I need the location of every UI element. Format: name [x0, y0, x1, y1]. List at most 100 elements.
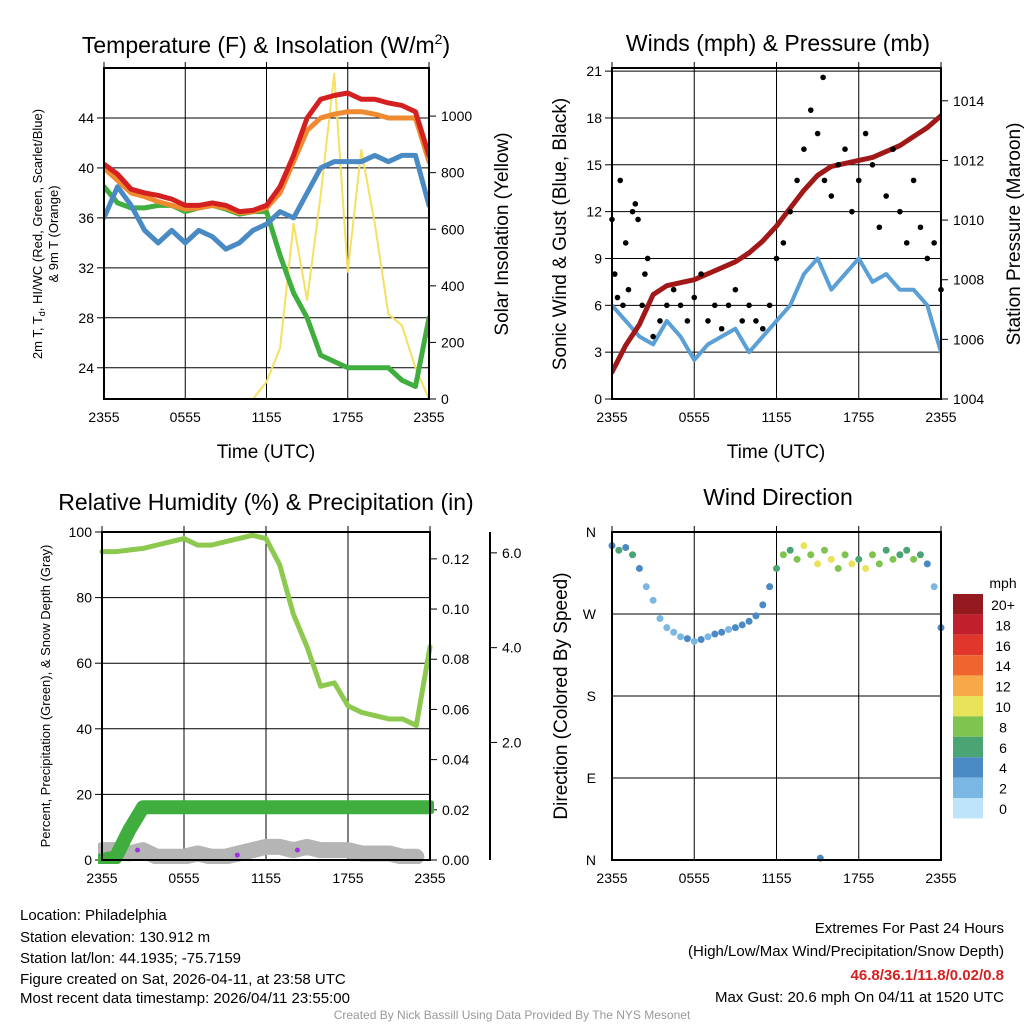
x-tick-label: 2355 — [596, 409, 627, 425]
x-tick-label: 1755 — [332, 870, 363, 886]
wind-direction-point — [718, 628, 726, 636]
wind-direction-point — [615, 546, 623, 554]
pressure-axis-tick-label: 1004 — [953, 391, 984, 407]
x-tick-label: 2355 — [596, 870, 627, 886]
series-hi-wc-line — [104, 90, 429, 215]
y-tick-label: 6 — [594, 297, 602, 313]
precip-axis-tick-label: 0.04 — [442, 752, 469, 768]
plot-border — [103, 67, 430, 400]
precipitation-line — [98, 800, 434, 864]
x-tick-label: 1755 — [843, 870, 874, 886]
extremes-subtitle: (High/Low/Max Wind/Precipitation/Snow De… — [688, 943, 1004, 960]
gust-point — [718, 325, 725, 332]
temperature-plot: 2355 0555 1155 1755 2355 24 28 32 36 40 44 0 200 400 6… — [78, 62, 472, 425]
y-tick-label: 3 — [594, 344, 602, 360]
gust-point — [849, 208, 855, 215]
wind-direction-point — [800, 542, 808, 550]
y-tick-label: 24 — [78, 360, 94, 376]
legend-swatch — [953, 655, 983, 676]
legend-swatch — [953, 696, 983, 717]
x-tick-label: 2355 — [925, 870, 956, 886]
gust-point — [650, 333, 656, 340]
wind-direction-point — [868, 551, 876, 559]
winds-y-axis-label: Sonic Wind & Gust (Blue, Black) — [550, 98, 571, 370]
series-scarlet-blue-line — [104, 152, 429, 252]
y-tick-label: 40 — [76, 721, 92, 737]
x-tick-label: 2355 — [413, 409, 444, 425]
gust-point — [725, 302, 732, 309]
pressure-y-axis-label: Station Pressure (Maroon) — [1004, 123, 1024, 346]
gust-point — [780, 240, 787, 246]
x-tick-label: 1155 — [761, 870, 791, 886]
latlon-text: Station lat/lon: 44.1935; -75.7159 — [20, 950, 241, 967]
y-tick-label: 15 — [586, 157, 602, 173]
y-tick-label: 44 — [78, 110, 94, 126]
gust-point — [677, 302, 684, 309]
x-tick-label: 2355 — [88, 409, 119, 425]
wind-direction-point — [752, 612, 760, 620]
precip-axis-tick-label: 0.12 — [442, 551, 469, 567]
gust-point — [635, 216, 641, 223]
legend-swatch — [953, 594, 983, 615]
gust-point — [869, 162, 876, 168]
insolation-axis-tick-label: 400 — [441, 278, 465, 294]
x-tick-label: 1155 — [761, 409, 791, 425]
y-tick-label: 60 — [76, 655, 92, 671]
wind-direction-point — [766, 583, 774, 591]
legend-label: 16 — [995, 638, 1011, 654]
pressure-axis-tick-label: 1010 — [953, 212, 984, 228]
x-tick-label: 1155 — [251, 870, 281, 886]
gust-point — [614, 294, 621, 301]
wind-direction-point — [855, 555, 863, 563]
legend-swatch — [953, 675, 983, 696]
wind-direction-point — [629, 551, 637, 559]
gust-point — [801, 146, 807, 152]
gust-point — [821, 177, 828, 184]
humidity-y-axis-label: Percent, Precipitation (Green), & Snow D… — [38, 545, 53, 848]
gust-point — [759, 325, 766, 332]
x-tick-label: 1755 — [843, 409, 874, 425]
wind-direction-point — [862, 564, 870, 572]
gust-point — [746, 302, 752, 309]
max-gust-text: Max Gust: 20.6 mph On 04/11 at 1520 UTC — [715, 989, 1004, 1006]
y-tick-label: 0 — [84, 852, 92, 868]
wind-direction-point — [827, 555, 835, 563]
gust-point — [910, 177, 917, 184]
legend-swatch — [953, 736, 983, 758]
wind-direction-point — [779, 551, 787, 559]
gust-point — [890, 146, 896, 152]
extremes-title: Extremes For Past 24 Hours — [815, 920, 1004, 937]
wind-direction-point — [848, 560, 856, 568]
legend-label: 0 — [999, 801, 1007, 817]
direction-tick-label: S — [587, 688, 596, 704]
extremes-info: Extremes For Past 24 Hours (High/Low/Max… — [688, 920, 1004, 1006]
winds-chart-title: Winds (mph) & Pressure (mb) — [626, 30, 930, 56]
gust-point — [842, 146, 848, 152]
wind-direction-point — [649, 596, 657, 604]
gust-point — [787, 208, 794, 215]
gust-point — [753, 318, 759, 324]
gust-point — [794, 177, 800, 184]
wind-direction-point — [656, 615, 664, 623]
gust-point — [617, 177, 624, 184]
gust-point — [862, 130, 869, 137]
temperature-x-axis-label: Time (UTC) — [217, 442, 316, 463]
winds-plot: 2355 0555 1155 1755 2355 0 3 6 9 12 15 18 21 1004 1006… — [586, 62, 984, 425]
y-tick-label: 80 — [76, 590, 92, 606]
gust-point — [739, 318, 746, 324]
gust-point — [931, 240, 937, 246]
insolation-axis-tick-label: 600 — [441, 221, 465, 237]
series-dewpoint-line — [104, 184, 429, 390]
gust-point — [670, 286, 677, 293]
gust-point — [835, 162, 841, 168]
gust-point — [639, 302, 645, 309]
insolation-axis-tick-label: 0 — [441, 391, 449, 407]
station-info: Location: Philadelphia Station elevation… — [20, 907, 350, 1007]
wind-direction-point — [814, 560, 822, 568]
elevation-text: Station elevation: 130.912 m — [20, 929, 210, 946]
gust-point — [883, 193, 889, 199]
pressure-axis-tick-label: 1006 — [953, 331, 984, 347]
precip-axis-tick-label: 0.08 — [442, 651, 469, 667]
wind-direction-point — [670, 628, 678, 636]
